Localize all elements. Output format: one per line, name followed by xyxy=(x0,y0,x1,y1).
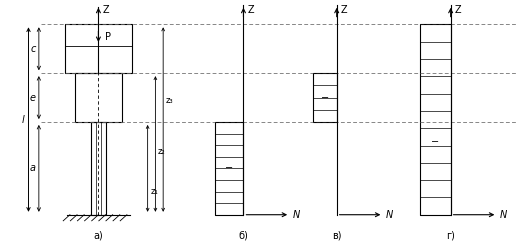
Text: −: − xyxy=(431,137,439,147)
Text: −: − xyxy=(225,163,233,173)
Text: Z: Z xyxy=(341,5,348,15)
Text: z₂: z₂ xyxy=(158,147,166,155)
Text: N: N xyxy=(386,210,393,220)
Text: Z: Z xyxy=(248,5,254,15)
Text: l: l xyxy=(22,115,24,124)
Text: Z: Z xyxy=(103,5,109,15)
Text: a: a xyxy=(30,163,36,173)
Text: −: − xyxy=(321,93,329,102)
Text: Z: Z xyxy=(455,5,462,15)
Text: в): в) xyxy=(332,231,341,240)
Bar xyxy=(91,122,106,215)
Text: N: N xyxy=(293,210,300,220)
Text: г): г) xyxy=(446,231,455,240)
Bar xyxy=(75,73,122,122)
Text: P: P xyxy=(105,32,111,41)
Bar xyxy=(215,122,243,215)
Text: N: N xyxy=(500,210,507,220)
Text: б): б) xyxy=(238,231,249,240)
Bar xyxy=(65,24,132,73)
Bar xyxy=(313,73,337,122)
Text: c: c xyxy=(31,44,36,54)
Bar xyxy=(420,24,451,215)
Text: а): а) xyxy=(94,231,103,240)
Text: z₃: z₃ xyxy=(166,96,174,105)
Text: e: e xyxy=(30,93,36,102)
Text: z₁: z₁ xyxy=(150,187,158,196)
